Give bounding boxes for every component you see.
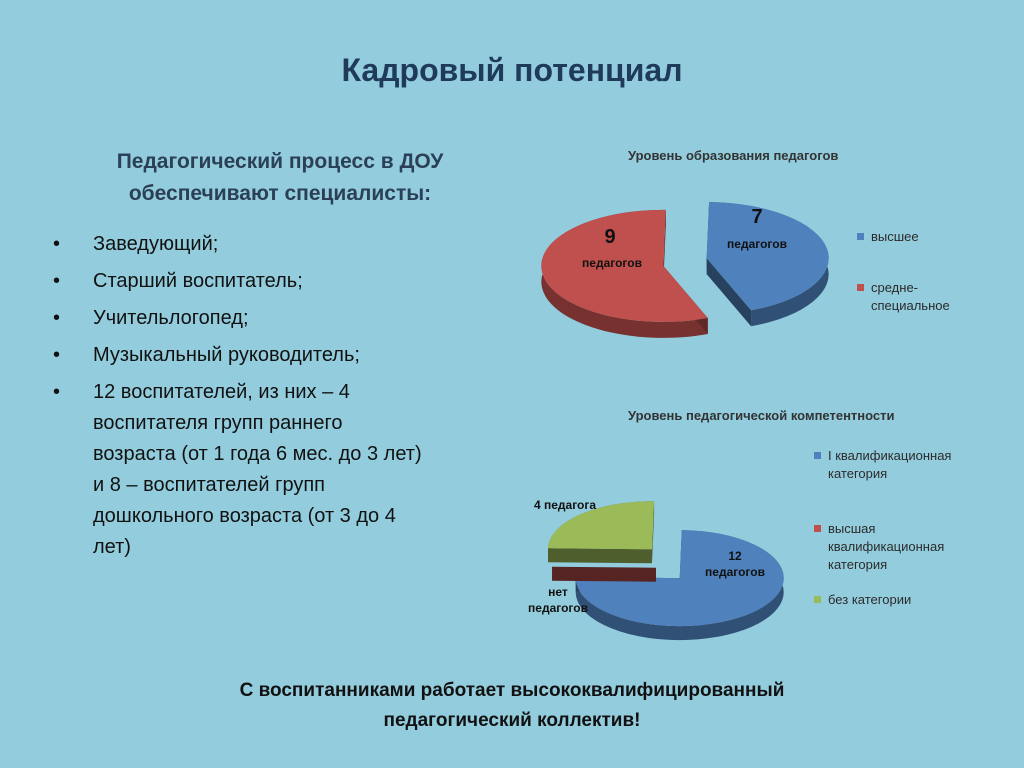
label-line: нет [548, 585, 568, 599]
education-slice-red-number: 9 [604, 226, 616, 248]
education-chart-title: Уровень образования педагогов [628, 148, 839, 163]
list-item-text: Музыкальный руководитель; [93, 344, 360, 366]
list-item-line: возраста (от 1 года 6 мес. до 3 лет) [93, 443, 422, 465]
legend-item-no-category: без категории [814, 591, 911, 609]
legend-label: высшая [828, 521, 876, 536]
list-item-text: Учительлогопед; [93, 307, 249, 329]
label-line: педагогов [528, 601, 588, 615]
list-item-line: воспитателя групп раннего [93, 412, 343, 434]
pie-slice-i-квалификационная-категория [575, 530, 784, 627]
list-item: • Музыкальный руководитель; [50, 340, 490, 371]
pie-slice-средне-специальное [541, 209, 708, 322]
list-item-line: и 8 – воспитателей групп [93, 474, 326, 496]
competence-slice-red-label: нет педагогов [513, 584, 603, 616]
legend-swatch [814, 596, 821, 603]
pie-slice-без-категории [548, 501, 655, 550]
education-slice-red-label: педагогов [582, 256, 642, 270]
bullet-dot: • [53, 233, 61, 255]
pie-slice-face-без-категории [548, 548, 652, 564]
pie-slice-высшая-квалификационная-категория [552, 566, 657, 582]
legend-label: без категории [828, 592, 912, 607]
pie-slice-face-средне-специальное [663, 209, 666, 282]
list-item-text: Старший воспитатель; [93, 270, 303, 292]
legend-item-highest-category: высшая квалификационная категория [814, 520, 944, 574]
list-item-line: лет) [93, 536, 131, 558]
pie-slice-side-средне-специальное [541, 209, 708, 338]
list-item: • Заведующий; [50, 229, 490, 260]
legend-label: квалификационная [828, 539, 945, 554]
bullet-dot: • [53, 307, 61, 329]
legend-label: средне- [871, 280, 918, 295]
legend-label: специальное [871, 298, 950, 313]
competence-slice-blue-label: 12 педагогов [690, 548, 780, 580]
conclusion-line-2: педагогический коллектив! [383, 710, 641, 731]
legend-label: категория [828, 466, 888, 481]
legend-swatch [814, 525, 821, 532]
legend-swatch [814, 452, 821, 459]
pie-slice-высшее [706, 202, 829, 311]
legend-item-first-category: I квалификационная категория [814, 447, 951, 483]
education-slice-blue-number: 7 [751, 206, 763, 228]
label-line: педагогов [705, 565, 765, 579]
legend-label: категория [828, 557, 888, 572]
list-item: • Старший воспитатель; [50, 266, 490, 297]
label-line: 12 [728, 549, 742, 563]
competence-chart-title: Уровень педагогической компетентности [628, 408, 895, 423]
list-item-line: дошкольного возраста (от 3 до 4 [93, 505, 396, 527]
legend-label: высшее [871, 229, 919, 244]
legend-swatch [857, 284, 864, 291]
intro-text: Педагогический процесс в ДОУ обеспечиваю… [70, 146, 490, 210]
competence-slice-green-label: 4 педагога [533, 498, 597, 512]
legend-item-higher: высшее [857, 228, 919, 246]
specialists-list: • Заведующий; • Старший воспитатель; • У… [50, 229, 490, 569]
pie-slice-face-без-категории [651, 501, 655, 564]
legend-label: I квалификационная [828, 448, 952, 463]
list-item: • Учительлогопед; [50, 303, 490, 334]
pie-slice-face-высшее [706, 258, 752, 327]
intro-line-2: обеспечивают специалисты: [128, 182, 432, 205]
bullet-dot: • [53, 344, 61, 366]
education-slice-blue-label: педагогов [727, 237, 787, 251]
slide-title: Кадровый потенциал [341, 52, 683, 88]
legend-swatch [857, 233, 864, 240]
list-item-text: Заведующий; [93, 233, 219, 255]
conclusion-text: С воспитанниками работает высококвалифиц… [0, 676, 1024, 736]
intro-line-1: Педагогический процесс в ДОУ [116, 150, 444, 173]
bullet-dot: • [53, 270, 61, 292]
list-item-line: 12 воспитателей, из них – 4 [93, 381, 350, 403]
list-item: • 12 воспитателей, из них – 4 воспитател… [50, 377, 490, 563]
bullet-dot: • [53, 381, 61, 403]
conclusion-line-1: С воспитанниками работает высококвалифиц… [239, 680, 785, 701]
legend-item-secondary: средне- специальное [857, 279, 950, 315]
